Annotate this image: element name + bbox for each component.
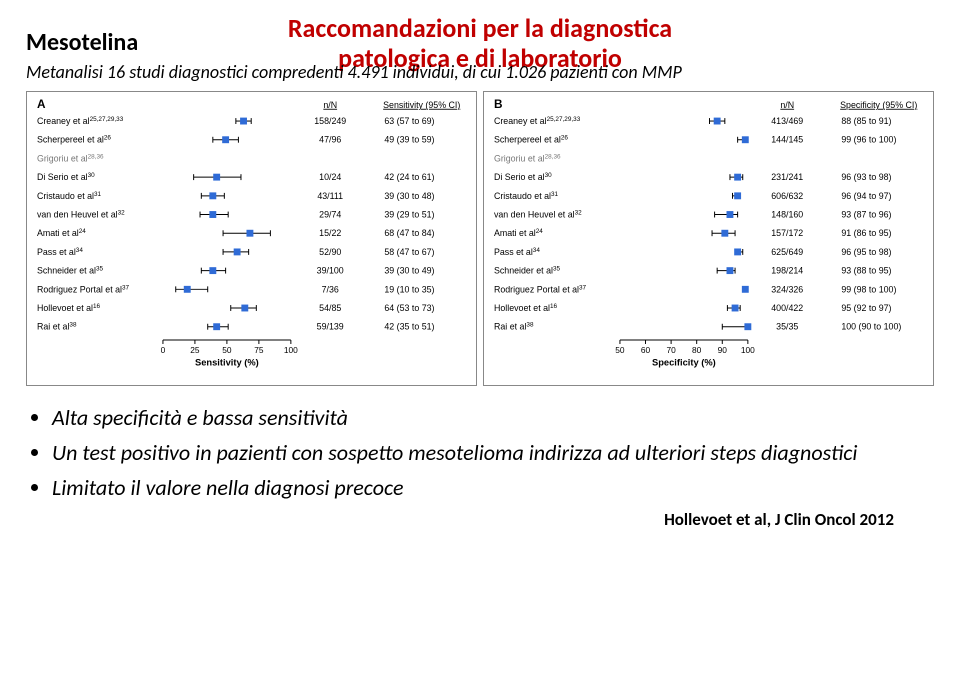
- svg-text:413/469: 413/469: [771, 116, 803, 126]
- svg-text:43/111: 43/111: [317, 191, 343, 201]
- svg-text:198/214: 198/214: [771, 265, 803, 275]
- svg-text:Amati et al24: Amati et al24: [494, 228, 543, 238]
- svg-text:100 (90 to 100): 100 (90 to 100): [841, 321, 901, 331]
- svg-text:606/632: 606/632: [771, 191, 803, 201]
- svg-text:47/96: 47/96: [319, 134, 341, 144]
- svg-text:39 (29 to 51): 39 (29 to 51): [384, 209, 434, 219]
- svg-text:Rai et al38: Rai et al38: [37, 321, 77, 331]
- svg-text:39 (30 to 49): 39 (30 to 49): [384, 265, 434, 275]
- svg-text:Rodriguez Portal et al37: Rodriguez Portal et al37: [37, 284, 130, 294]
- svg-text:42 (35 to 51): 42 (35 to 51): [384, 321, 434, 331]
- svg-text:Amati et al24: Amati et al24: [37, 228, 86, 238]
- svg-text:Cristaudo et al31: Cristaudo et al31: [494, 191, 559, 201]
- svg-text:100: 100: [741, 345, 755, 355]
- panel-b-specificity: Bn/N Specificity (95% CI) Creaney et al25,…: [483, 91, 934, 386]
- svg-text:25: 25: [190, 345, 200, 355]
- svg-text:68 (47 to 84): 68 (47 to 84): [384, 228, 434, 238]
- svg-text:99 (98 to 100): 99 (98 to 100): [841, 284, 896, 294]
- svg-text:144/145: 144/145: [771, 134, 803, 144]
- svg-text:88 (85 to 91): 88 (85 to 91): [841, 116, 891, 126]
- svg-text:0: 0: [161, 345, 166, 355]
- svg-text:Sensitivity (95% CI): Sensitivity (95% CI): [383, 100, 460, 110]
- svg-text:100: 100: [284, 345, 298, 355]
- svg-text:Specificity (95% CI): Specificity (95% CI): [840, 100, 917, 110]
- svg-text:Grigoriu et al28,36: Grigoriu et al28,36: [37, 153, 104, 163]
- svg-text:625/649: 625/649: [771, 247, 803, 257]
- svg-text:Hollevoet et al16: Hollevoet et al16: [494, 303, 558, 313]
- svg-text:Hollevoet et al16: Hollevoet et al16: [37, 303, 101, 313]
- svg-text:19 (10 to 35): 19 (10 to 35): [384, 284, 434, 294]
- svg-text:Pass et al34: Pass et al34: [37, 247, 83, 257]
- svg-text:Pass et al34: Pass et al34: [494, 247, 540, 257]
- svg-text:Specificity (%): Specificity (%): [652, 357, 716, 367]
- bullet-item: Limitato il valore nella diagnosi precoc…: [52, 474, 934, 501]
- svg-text:64 (53 to 73): 64 (53 to 73): [384, 303, 434, 313]
- svg-text:75: 75: [254, 345, 264, 355]
- svg-text:Scherpereel et al26: Scherpereel et al26: [37, 134, 111, 144]
- svg-text:58 (47 to 67): 58 (47 to 67): [384, 247, 434, 257]
- citation: Hollevoet et al, J Clin Oncol 2012: [26, 509, 934, 530]
- svg-text:80: 80: [692, 345, 702, 355]
- svg-text:63 (57 to 69): 63 (57 to 69): [384, 116, 434, 126]
- svg-text:van den Heuvel et al32: van den Heuvel et al32: [37, 209, 125, 219]
- svg-text:50: 50: [222, 345, 232, 355]
- svg-text:Di Serio et al30: Di Serio et al30: [37, 172, 95, 182]
- svg-text:Grigoriu et al28,36: Grigoriu et al28,36: [494, 153, 561, 163]
- svg-text:96 (94 to 97): 96 (94 to 97): [841, 191, 891, 201]
- svg-text:Di Serio et al30: Di Serio et al30: [494, 172, 552, 182]
- svg-text:15/22: 15/22: [319, 228, 341, 238]
- svg-text:158/249: 158/249: [314, 116, 346, 126]
- bullet-list: Alta specificità e bassa sensitività Un t…: [26, 404, 934, 501]
- svg-text:95 (92 to 97): 95 (92 to 97): [841, 303, 891, 313]
- bullet-item: Un test positivo in pazienti con sospett…: [52, 439, 934, 466]
- title-line-1: Raccomandazioni per la diagnostica: [26, 14, 934, 44]
- svg-text:231/241: 231/241: [771, 172, 803, 182]
- svg-text:Cristaudo et al31: Cristaudo et al31: [37, 191, 102, 201]
- svg-text:148/160: 148/160: [771, 209, 803, 219]
- svg-text:50: 50: [615, 345, 625, 355]
- svg-text:42 (24 to 61): 42 (24 to 61): [384, 172, 434, 182]
- svg-text:93 (88 to 95): 93 (88 to 95): [841, 265, 891, 275]
- svg-text:39/100: 39/100: [317, 265, 344, 275]
- svg-text:Creaney et al25,27,29,33: Creaney et al25,27,29,33: [494, 116, 581, 126]
- svg-text:Rodriguez Portal et al37: Rodriguez Portal et al37: [494, 284, 587, 294]
- svg-text:59/139: 59/139: [317, 321, 344, 331]
- svg-text:n/N: n/N: [323, 100, 337, 110]
- svg-text:54/85: 54/85: [319, 303, 341, 313]
- svg-text:400/422: 400/422: [771, 303, 803, 313]
- svg-text:Creaney et al25,27,29,33: Creaney et al25,27,29,33: [37, 116, 124, 126]
- svg-text:Schneider et al35: Schneider et al35: [494, 265, 561, 275]
- svg-text:60: 60: [641, 345, 651, 355]
- svg-text:Scherpereel et al26: Scherpereel et al26: [494, 134, 568, 144]
- svg-text:7/36: 7/36: [322, 284, 339, 294]
- bullet-item: Alta specificità e bassa sensitività: [52, 404, 934, 431]
- svg-text:96 (95 to 98): 96 (95 to 98): [841, 247, 891, 257]
- forest-plot-panels: An/N Sensitivity (95% CI) Creaney et al25,…: [26, 91, 934, 386]
- svg-text:B: B: [494, 97, 503, 111]
- svg-text:52/90: 52/90: [319, 247, 341, 257]
- svg-text:96 (93 to 98): 96 (93 to 98): [841, 172, 891, 182]
- svg-text:van den Heuvel et al32: van den Heuvel et al32: [494, 209, 582, 219]
- svg-text:Sensitivity (%): Sensitivity (%): [195, 357, 259, 367]
- panel-a-sensitivity: An/N Sensitivity (95% CI) Creaney et al25,…: [26, 91, 477, 386]
- svg-text:Schneider et al35: Schneider et al35: [37, 265, 104, 275]
- svg-text:A: A: [37, 97, 46, 111]
- svg-text:39 (30 to 48): 39 (30 to 48): [384, 191, 434, 201]
- svg-text:70: 70: [666, 345, 676, 355]
- svg-text:99 (96 to 100): 99 (96 to 100): [841, 134, 896, 144]
- svg-text:49 (39 to 59): 49 (39 to 59): [384, 134, 434, 144]
- svg-text:n/N: n/N: [780, 100, 794, 110]
- svg-text:29/74: 29/74: [319, 209, 341, 219]
- svg-text:91 (86 to 95): 91 (86 to 95): [841, 228, 891, 238]
- svg-text:Rai et al38: Rai et al38: [494, 321, 534, 331]
- svg-text:90: 90: [718, 345, 728, 355]
- svg-text:10/24: 10/24: [319, 172, 341, 182]
- svg-text:93 (87 to 96): 93 (87 to 96): [841, 209, 891, 219]
- svg-text:157/172: 157/172: [771, 228, 803, 238]
- svg-text:324/326: 324/326: [771, 284, 803, 294]
- svg-text:35/35: 35/35: [776, 321, 798, 331]
